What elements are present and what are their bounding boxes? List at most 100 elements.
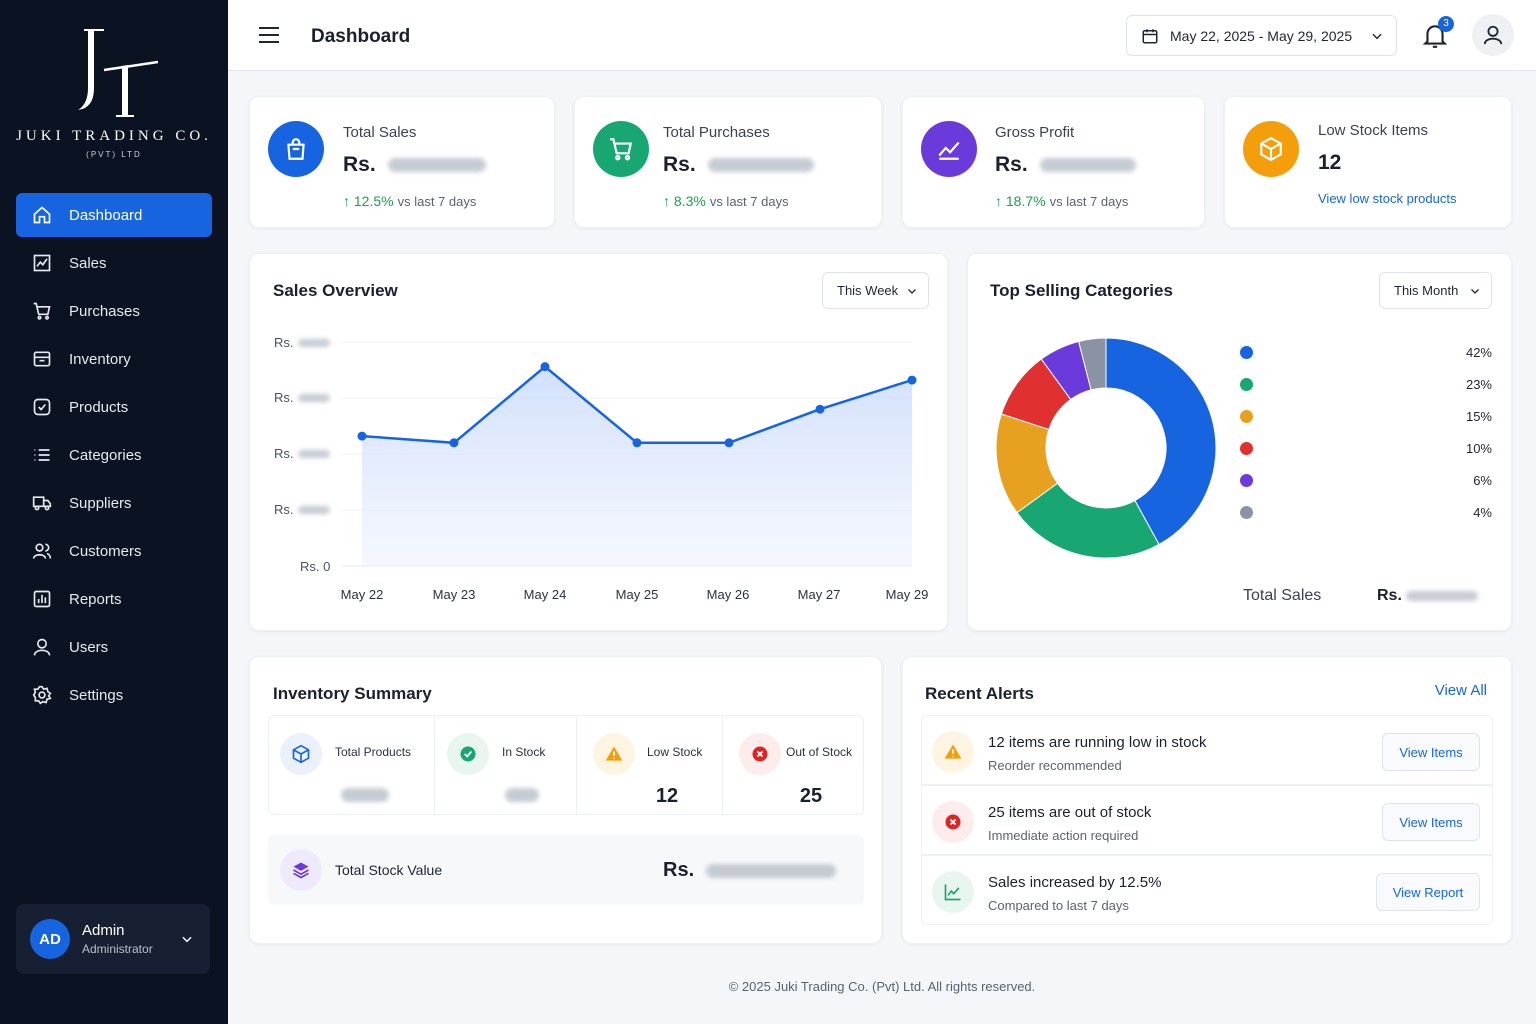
stat-change: ↑ 8.3% vs last 7 days (663, 193, 789, 209)
alert-subtitle: Immediate action required (988, 828, 1139, 843)
period-dropdown[interactable]: This Week (822, 272, 929, 309)
inventory-label: Low Stock (647, 745, 703, 759)
x-circle-icon (932, 801, 974, 843)
inventory-cell-in-stock[interactable]: In Stock (435, 715, 577, 815)
x-circle-icon (739, 733, 781, 775)
sidebar-item-reports[interactable]: Reports (16, 577, 212, 621)
stat-card-gross-profit: Gross Profit Rs. ↑ 18.7% vs last 7 days (902, 96, 1205, 228)
card-title: Inventory Summary (273, 684, 432, 703)
user-menu[interactable]: AD Admin Administrator (16, 904, 210, 974)
stat-value: 12 (1318, 151, 1342, 174)
package-icon (32, 397, 52, 417)
page-title: Dashboard (311, 26, 411, 47)
total-sales-value: Rs. (1377, 587, 1478, 605)
date-range-text: May 22, 2025 - May 29, 2025 (1170, 27, 1353, 44)
warning-icon (932, 731, 974, 773)
chevron-down-icon (1471, 289, 1479, 294)
sales-data-point (357, 431, 367, 441)
sidebar-nav: Dashboard Sales Purchases Inventory Prod… (16, 193, 212, 721)
user-icon (32, 637, 52, 657)
y-tick-label: Rs. (274, 502, 330, 517)
alert-title: Sales increased by 12.5% (988, 874, 1162, 891)
inventory-summary-card: Inventory Summary Total Products In Stoc… (249, 656, 882, 944)
jt-logo-icon (78, 29, 158, 117)
x-tick-label: May 25 (615, 587, 659, 602)
users-icon (32, 541, 52, 561)
card-title: Sales Overview (273, 281, 398, 300)
x-tick-label: May 26 (706, 587, 750, 602)
legend-item: 10% (1240, 438, 1492, 458)
hamburger-menu-icon[interactable] (258, 25, 280, 45)
user-name: Admin (82, 922, 125, 939)
inventory-cell-low-stock[interactable]: Low Stock 12 (577, 715, 723, 815)
report-icon (32, 589, 52, 609)
alert-item: 12 items are running low in stock Reorde… (921, 715, 1493, 785)
sidebar-item-label: Inventory (69, 350, 131, 368)
card-title: Top Selling Categories (990, 281, 1173, 300)
notification-badge: 3 (1438, 16, 1454, 32)
top-bar: Dashboard May 22, 2025 - May 29, 2025 3 (228, 0, 1536, 71)
sidebar-item-label: Categories (69, 446, 142, 464)
chevron-down-icon (1372, 33, 1382, 40)
y-tick-label: Rs. (274, 446, 330, 461)
gear-icon (32, 685, 52, 705)
view-items-button[interactable]: View Items (1382, 803, 1480, 841)
view-report-button[interactable]: View Report (1376, 873, 1480, 911)
warning-icon (593, 733, 635, 775)
sidebar-item-label: Settings (69, 686, 124, 704)
stat-label: Low Stock Items (1318, 122, 1429, 139)
sales-data-point (724, 438, 734, 448)
stat-card-low-stock: Low Stock Items 12 View low stock produc… (1224, 96, 1512, 228)
legend-item: 23% (1240, 374, 1492, 394)
period-dropdown[interactable]: This Month (1379, 272, 1492, 309)
sales-data-point (632, 438, 642, 448)
recent-alerts-card: Recent Alerts View All 12 items are runn… (902, 656, 1512, 944)
sidebar-item-categories[interactable]: Categories (16, 433, 212, 477)
sidebar-item-settings[interactable]: Settings (16, 673, 212, 717)
stat-card-total-sales: Total Sales Rs. ↑ 12.5% vs last 7 days (249, 96, 555, 228)
avatar: AD (30, 919, 70, 959)
date-range-picker[interactable]: May 22, 2025 - May 29, 2025 (1126, 15, 1397, 56)
sidebar-item-purchases[interactable]: Purchases (16, 289, 212, 333)
inventory-cell-out-of-stock[interactable]: Out of Stock 25 (723, 715, 864, 815)
sales-data-point (449, 438, 459, 448)
x-tick-label: May 29 (885, 587, 929, 602)
top-categories-card: Top Selling Categories This Month 42% 23… (967, 253, 1512, 631)
total-sales-label: Total Sales (1243, 587, 1322, 604)
inventory-value (340, 785, 390, 808)
sidebar-item-dashboard[interactable]: Dashboard (16, 193, 212, 237)
list-icon (32, 445, 52, 465)
cube-icon (280, 733, 322, 775)
chart-line-icon (932, 871, 974, 913)
cart-icon (593, 121, 649, 177)
brand-name: JUKI TRADING CO. (16, 128, 212, 144)
alert-title: 25 items are out of stock (988, 804, 1152, 821)
sidebar-item-suppliers[interactable]: Suppliers (16, 481, 212, 525)
sidebar-item-products[interactable]: Products (16, 385, 212, 429)
inventory-cell-total-products[interactable]: Total Products (268, 715, 435, 815)
sidebar-item-users[interactable]: Users (16, 625, 212, 669)
sales-data-point (815, 404, 825, 414)
sales-data-point (907, 375, 917, 385)
sidebar-item-label: Dashboard (69, 206, 143, 224)
home-icon (32, 205, 52, 225)
sidebar-item-sales[interactable]: Sales (16, 241, 212, 285)
sidebar-item-customers[interactable]: Customers (16, 529, 212, 573)
view-items-button[interactable]: View Items (1382, 733, 1480, 771)
stat-label: Total Purchases (663, 124, 770, 141)
view-low-stock-link[interactable]: View low stock products (1318, 191, 1457, 206)
total-stock-label: Total Stock Value (335, 862, 443, 878)
stat-change: ↑ 18.7% vs last 7 days (995, 193, 1129, 209)
x-tick-label: May 24 (523, 587, 567, 602)
inventory-label: Total Products (335, 745, 412, 759)
cube-icon (1243, 121, 1299, 177)
brand-logo[interactable]: JUKI TRADING CO. (PVT) LTD (0, 18, 228, 168)
inventory-value: 25 (799, 785, 823, 807)
inventory-value: 12 (655, 785, 679, 807)
alert-item: 25 items are out of stock Immediate acti… (921, 785, 1493, 855)
sidebar-item-inventory[interactable]: Inventory (16, 337, 212, 381)
sidebar-item-label: Customers (69, 542, 142, 560)
stat-card-total-purchases: Total Purchases Rs. ↑ 8.3% vs last 7 days (574, 96, 882, 228)
view-all-link[interactable]: View All (1434, 682, 1487, 699)
profile-button[interactable] (1472, 14, 1514, 56)
